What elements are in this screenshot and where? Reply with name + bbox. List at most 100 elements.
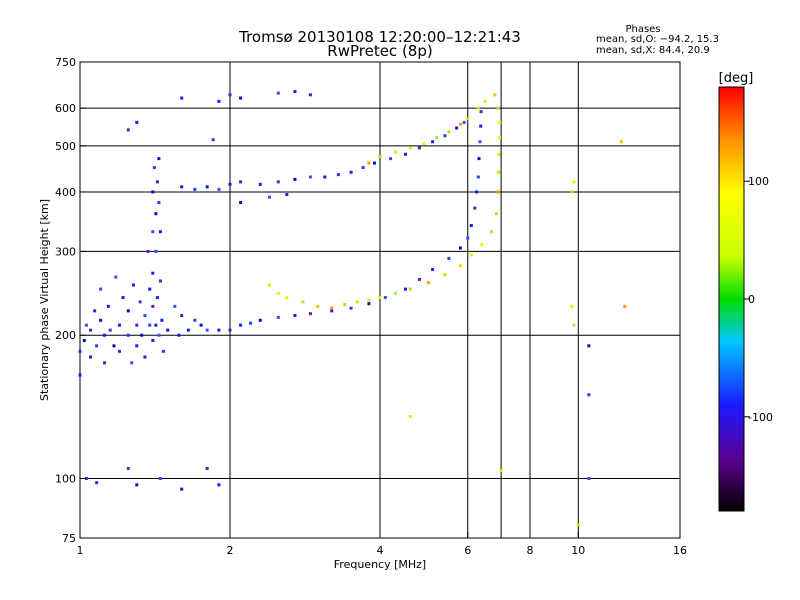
o-mode-echo (239, 201, 243, 205)
o-mode-echo (99, 287, 103, 291)
colorbar-tick-label: 100 (748, 175, 769, 188)
o-mode-echo (151, 271, 155, 275)
o-mode-echo (205, 185, 209, 189)
data-points (78, 90, 627, 527)
o-mode-echo (155, 180, 159, 184)
x-mode-echo (494, 212, 498, 216)
o-mode-echo (131, 283, 135, 287)
x-mode-echo (458, 264, 462, 268)
o-mode-echo (330, 309, 334, 313)
o-mode-echo (103, 361, 107, 365)
x-tick-label: 6 (464, 544, 471, 557)
o-mode-echo (473, 206, 477, 210)
o-mode-echo (228, 93, 232, 97)
o-mode-echo (293, 177, 297, 181)
o-mode-echo (186, 328, 190, 332)
x-mode-echo (498, 120, 502, 124)
o-mode-echo (349, 170, 353, 174)
o-mode-echo (151, 338, 155, 342)
o-mode-echo (285, 193, 289, 197)
o-mode-echo (478, 140, 482, 144)
o-mode-echo (160, 318, 164, 322)
x-mode-echo (285, 296, 289, 300)
o-mode-echo (205, 328, 209, 332)
o-mode-echo (308, 175, 312, 179)
o-mode-echo (106, 304, 110, 308)
x-mode-echo (330, 306, 334, 310)
o-mode-echo (158, 477, 162, 481)
x-mode-echo (493, 93, 497, 97)
x-mode-echo (476, 106, 480, 110)
o-mode-echo (143, 355, 147, 359)
o-mode-echo (308, 93, 312, 97)
y-axis-ticks: 75 100 200 300 400 500 600 750 (55, 56, 86, 545)
x-axis-label: Frequency [MHz] (334, 558, 426, 571)
o-mode-echo (157, 201, 161, 205)
colorbar-label: [deg] (719, 71, 754, 86)
x-mode-echo (367, 161, 371, 165)
o-mode-echo (180, 314, 184, 318)
o-mode-echo (78, 373, 82, 377)
x-mode-echo (394, 150, 398, 154)
o-mode-echo (158, 279, 162, 283)
o-mode-echo (587, 393, 591, 397)
o-mode-echo (135, 323, 139, 327)
o-mode-echo (373, 161, 377, 165)
o-mode-echo (138, 300, 142, 304)
o-mode-echo (121, 296, 125, 300)
x-tick-label: 16 (673, 544, 687, 557)
x-tick-label: 8 (527, 544, 534, 557)
x-mode-echo (466, 117, 470, 121)
x-mode-echo (301, 300, 305, 304)
x-mode-echo (408, 414, 412, 418)
x-mode-echo (570, 190, 574, 194)
o-mode-echo (146, 249, 150, 253)
colorbar (718, 86, 745, 512)
x-mode-echo (378, 296, 382, 300)
o-mode-echo (177, 333, 181, 337)
x-mode-echo (426, 281, 430, 285)
o-mode-echo (293, 90, 297, 94)
o-mode-echo (217, 328, 221, 332)
o-mode-echo (140, 333, 144, 337)
o-mode-echo (475, 190, 479, 194)
o-mode-echo (443, 134, 447, 138)
o-mode-echo (367, 302, 371, 306)
o-mode-echo (155, 296, 159, 300)
o-mode-echo (417, 146, 421, 150)
x-mode-echo (496, 106, 500, 110)
x-mode-echo (367, 298, 371, 302)
x-tick-label: 4 (377, 544, 384, 557)
o-mode-echo (323, 175, 327, 179)
o-mode-echo (228, 182, 232, 186)
o-mode-echo (389, 157, 393, 161)
x-mode-echo (435, 136, 439, 140)
o-mode-echo (431, 267, 435, 271)
o-mode-echo (403, 152, 407, 156)
o-mode-echo (466, 236, 470, 240)
colorbar-tick-label: 0 (748, 293, 755, 306)
o-mode-echo (89, 328, 93, 332)
o-mode-echo (431, 140, 435, 144)
o-mode-echo (587, 344, 591, 348)
y-tick-label: 400 (55, 186, 76, 199)
o-mode-echo (158, 230, 162, 234)
o-mode-echo (126, 466, 130, 470)
x-mode-echo (576, 523, 580, 527)
o-mode-echo (126, 309, 130, 313)
o-mode-echo (95, 344, 99, 348)
x-mode-echo (490, 230, 494, 234)
o-mode-echo (157, 333, 161, 337)
o-mode-echo (117, 349, 121, 353)
x-mode-echo (496, 190, 500, 194)
x-mode-echo (570, 304, 574, 308)
o-mode-echo (276, 91, 280, 95)
o-mode-echo (193, 187, 197, 191)
o-mode-echo (417, 277, 421, 281)
o-mode-echo (587, 477, 591, 481)
o-mode-echo (276, 180, 280, 184)
x-tick-label: 10 (571, 544, 585, 557)
o-mode-echo (267, 195, 271, 199)
o-mode-echo (239, 180, 243, 184)
